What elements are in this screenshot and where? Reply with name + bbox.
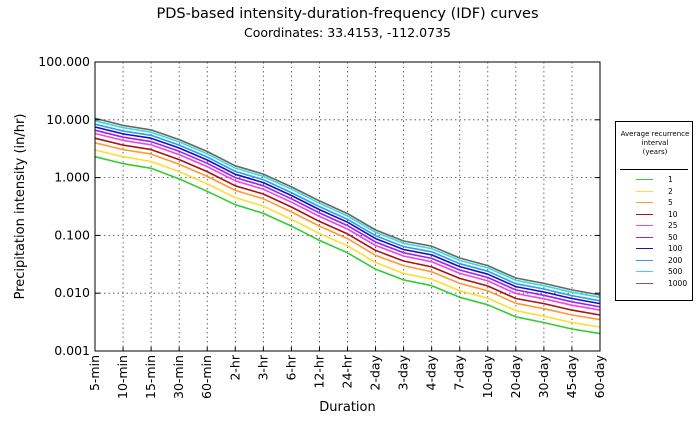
- y-tick-label: 0.100: [54, 227, 90, 242]
- x-tick-label: 2-hr: [227, 354, 242, 380]
- x-tick-label: 5-min: [87, 355, 102, 391]
- legend-swatch: [636, 190, 653, 192]
- series-line-2: [94, 149, 601, 328]
- y-axis-label: Precipitation intensity (in/hr): [13, 114, 28, 300]
- legend-swatch: [636, 248, 653, 249]
- legend-label: 1000: [668, 278, 688, 288]
- chart-subtitle: Coordinates: 33.4153, -112.0735: [243, 25, 451, 40]
- x-tick-label: 4-day: [424, 354, 439, 390]
- legend-title-line: Average recurrence: [620, 130, 690, 138]
- legend-item: 10: [616, 209, 694, 220]
- x-tick-label: 3-hr: [255, 354, 270, 380]
- y-tick-label: 10.000: [46, 112, 90, 127]
- series-line-50: [94, 129, 601, 308]
- series-line-5: [94, 142, 601, 321]
- legend-item: 1: [616, 174, 694, 185]
- y-tick-label: 100.000: [38, 54, 90, 69]
- legend-item: 2: [616, 186, 694, 197]
- legend-label: 50: [668, 232, 678, 242]
- legend-swatch: [636, 282, 653, 284]
- series-line-200: [94, 123, 601, 302]
- legend-label: 10: [668, 209, 678, 219]
- y-tick-label: 0.010: [54, 285, 90, 300]
- x-tick-label: 15-min: [143, 355, 158, 399]
- legend-swatch: [636, 259, 653, 261]
- series-line-1: [94, 155, 601, 335]
- legend-item: 500: [616, 266, 694, 277]
- x-tick-label: 6-hr: [283, 354, 298, 380]
- x-tick-label: 10-day: [480, 354, 495, 398]
- y-tick-label: 1.000: [54, 170, 90, 185]
- legend-label: 25: [668, 221, 678, 230]
- legend-label: 200: [668, 255, 683, 265]
- chart-title: PDS-based intensity-duration-frequency (…: [156, 6, 539, 22]
- x-tick-label: 30-day: [536, 354, 551, 398]
- legend-swatch: [636, 213, 653, 215]
- x-tick-label: 3-day: [396, 354, 411, 390]
- legend-item: 25: [616, 220, 694, 231]
- x-tick-label: 45-day: [564, 354, 579, 398]
- legend-swatch: [636, 202, 653, 203]
- x-tick-label: 2-day: [368, 354, 383, 390]
- legend-item: 100: [616, 243, 694, 254]
- y-tick-label: 0.001: [54, 343, 90, 358]
- x-tick-label: 12-hr: [311, 354, 326, 388]
- legend-label: 5: [668, 198, 673, 207]
- x-tick-label: 30-min: [171, 355, 186, 399]
- legend-item: 200: [616, 255, 694, 266]
- legend-title-line: interval: [641, 139, 669, 147]
- legend-label: 100: [668, 244, 683, 253]
- x-tick-label: 20-day: [508, 354, 523, 398]
- legend-title: Average recurrence interval (years): [616, 130, 694, 157]
- series-line-25: [94, 132, 601, 311]
- x-tick-label: 24-hr: [340, 354, 355, 388]
- legend-label: 500: [668, 267, 683, 276]
- legend-item: 5: [616, 197, 694, 208]
- series-line-10: [94, 137, 601, 316]
- legend-swatch: [636, 236, 653, 238]
- series-line-1000: [94, 117, 601, 296]
- legend-title-line: (years): [642, 148, 668, 156]
- x-tick-label: 10-min: [115, 355, 130, 399]
- legend-item: 50: [616, 232, 694, 243]
- series-line-500: [94, 120, 601, 299]
- legend-swatch: [636, 225, 653, 226]
- legend-swatch: [636, 271, 653, 272]
- legend-swatch: [636, 179, 653, 180]
- x-tick-label: 60-min: [199, 355, 214, 399]
- x-tick-label: 7-day: [452, 354, 467, 390]
- legend-label: 2: [668, 186, 673, 196]
- x-axis-label: Duration: [319, 400, 375, 415]
- x-tick-label: 60-day: [592, 354, 607, 398]
- legend-label: 1: [668, 175, 673, 184]
- series-line-100: [94, 126, 601, 305]
- legend-divider: [620, 169, 688, 170]
- legend-item: 1000: [616, 278, 694, 289]
